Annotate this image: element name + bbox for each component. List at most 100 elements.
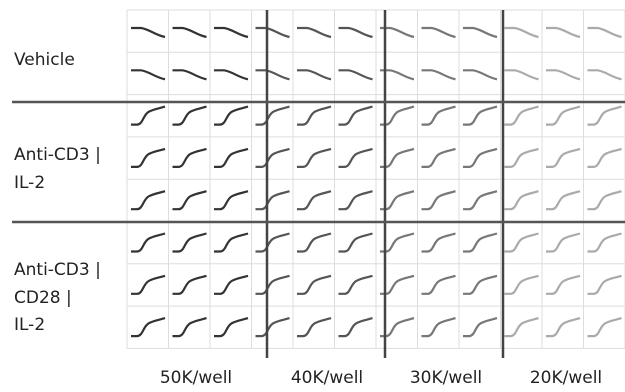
well-curve [505,28,539,37]
well-curve [463,234,497,252]
well-curve [173,234,207,252]
well-curve [256,70,290,79]
well-curve [214,28,248,37]
row-label: IL-2 [14,173,45,193]
well-curve [214,149,248,167]
well-curve [297,28,331,37]
well-curve [588,107,622,125]
well-curve [546,28,580,37]
well-curve [505,191,539,209]
well-curve [256,191,290,209]
well-curve [463,28,497,37]
well-curve [173,191,207,209]
well-curve [463,70,497,79]
well-curve [422,107,456,125]
well-curve [588,234,622,252]
well-curve [131,318,165,336]
plate-grid [127,10,625,348]
well-curve [339,276,373,294]
well-curve [546,107,580,125]
well-curve [339,149,373,167]
well-curve [173,276,207,294]
figure: Vehicle Anti-CD3 | IL-2 Anti-CD3 | CD28 … [0,0,625,392]
well-curve [463,276,497,294]
row-label: Vehicle [14,50,75,70]
well-curve [173,70,207,79]
row-label: Anti-CD3 | [14,145,101,165]
well-curve [297,70,331,79]
well-curve [214,191,248,209]
well-curve [546,149,580,167]
well-curve [505,234,539,252]
well-curve [463,107,497,125]
well-curve [463,318,497,336]
column-label: 40K/well [291,368,363,388]
well-curve [546,318,580,336]
well-curve [588,191,622,209]
well-curve [422,149,456,167]
column-label: 20K/well [530,368,602,388]
well-curve [505,149,539,167]
well-curve [256,28,290,37]
well-curve [297,191,331,209]
well-curve [297,107,331,125]
well-curve [173,28,207,37]
well-curve [256,276,290,294]
well-curve [131,107,165,125]
well-curve [505,70,539,79]
well-curve [546,191,580,209]
well-curve [339,28,373,37]
well-curve [422,28,456,37]
row-label: Anti-CD3 | [14,260,101,280]
row-label: IL-2 [14,315,45,335]
well-curve [546,234,580,252]
well-curve [256,234,290,252]
well-curve [339,318,373,336]
well-curve [131,28,165,37]
well-curve [463,191,497,209]
well-curve [588,28,622,37]
well-curve [339,70,373,79]
well-curve [339,107,373,125]
well-curve [422,234,456,252]
well-curve [422,276,456,294]
well-curve [463,149,497,167]
well-curve [214,318,248,336]
well-curve [131,276,165,294]
well-curve [131,70,165,79]
well-curve [297,276,331,294]
column-label: 50K/well [160,368,232,388]
well-curve [588,149,622,167]
well-curve [422,70,456,79]
well-curve [214,70,248,79]
well-curve [505,276,539,294]
well-curve [297,149,331,167]
well-curve [297,318,331,336]
well-curve [339,234,373,252]
column-label: 30K/well [410,368,482,388]
well-curve [131,191,165,209]
well-curve [214,276,248,294]
well-curve [588,276,622,294]
well-curve [131,149,165,167]
well-curve [546,70,580,79]
well-curve [339,191,373,209]
well-curve [588,318,622,336]
well-curve [422,318,456,336]
well-curve [173,149,207,167]
well-curve [214,107,248,125]
well-curve [173,107,207,125]
well-curve [214,234,248,252]
well-curve [505,107,539,125]
well-curve [422,191,456,209]
well-curve [173,318,207,336]
well-curve [588,70,622,79]
well-curve [131,234,165,252]
row-label: CD28 | [14,288,72,308]
well-curve [256,149,290,167]
well-curve [546,276,580,294]
well-curve [256,107,290,125]
well-curve [505,318,539,336]
well-curve [256,318,290,336]
well-curve [297,234,331,252]
